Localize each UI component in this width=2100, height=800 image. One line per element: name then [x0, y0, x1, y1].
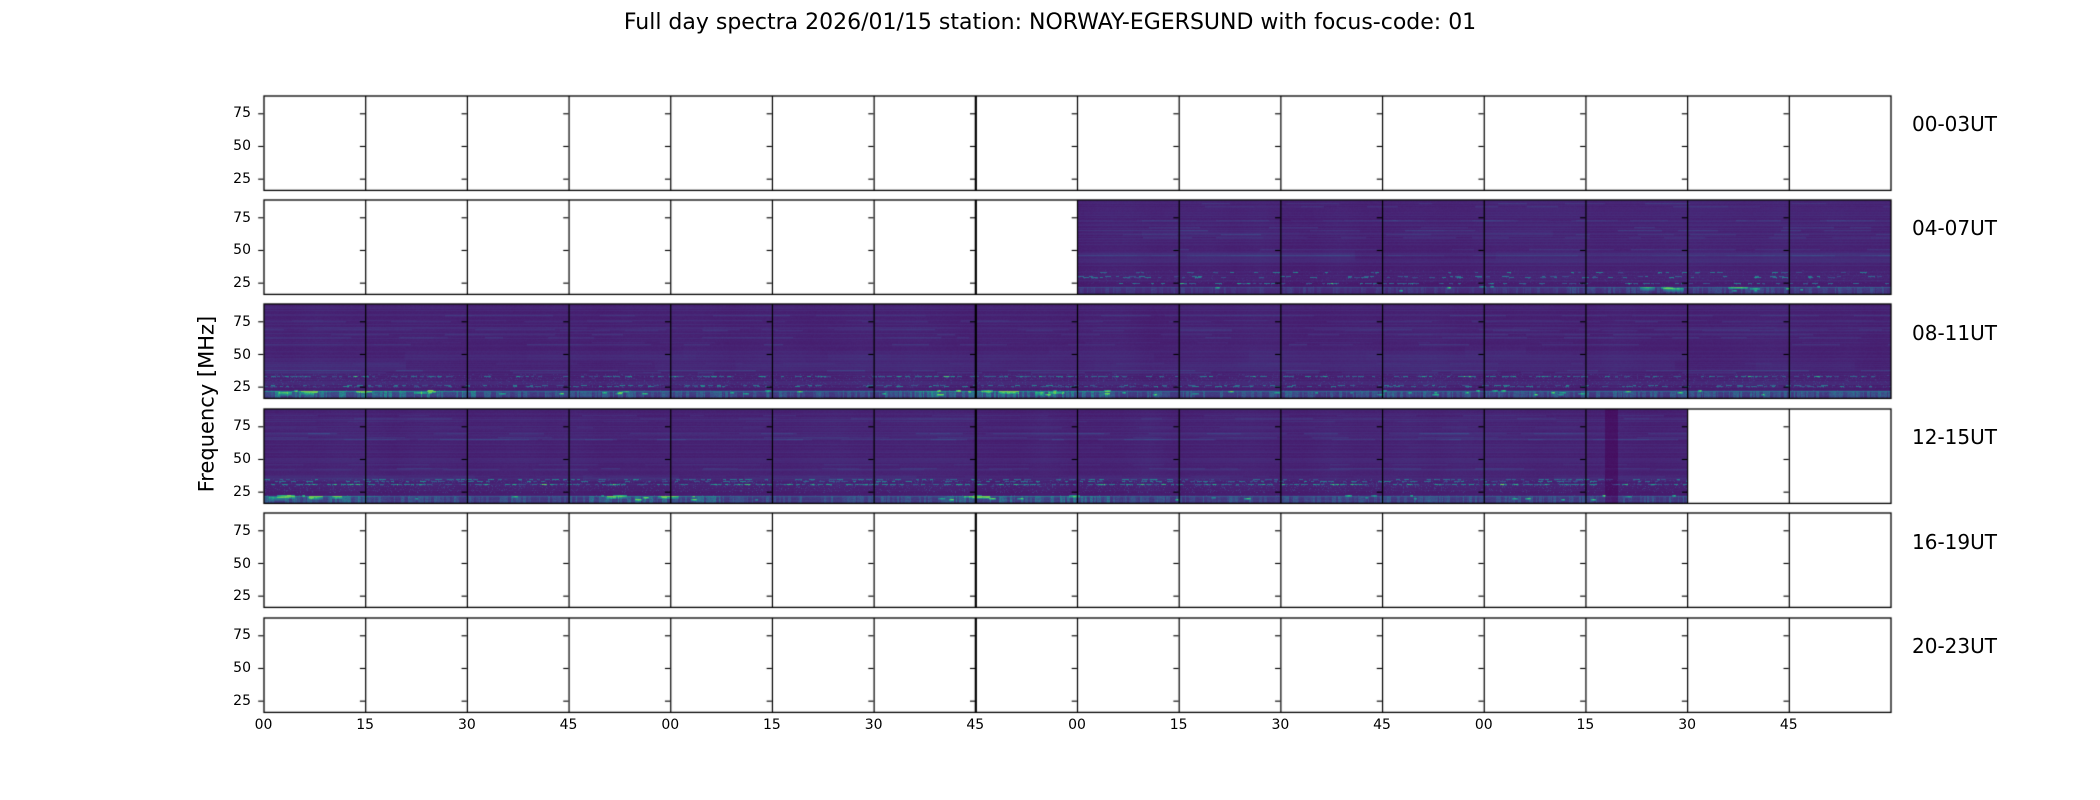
x-tick-label: 30 [457, 717, 476, 733]
row-label-20-23UT: 20-23UT [1912, 634, 1997, 658]
row-label-04-07UT: 04-07UT [1912, 216, 1997, 241]
y-tick-label: 75 [233, 627, 251, 644]
y-tick-label: 75 [233, 105, 251, 122]
y-tick-label: 75 [233, 522, 251, 539]
x-tick-label: 15 [356, 717, 375, 733]
spectrogram-row-04-07UT [251, 197, 1897, 297]
y-tick-label: 25 [233, 483, 251, 500]
x-tick-label: 15 [763, 717, 781, 733]
y-tick-label: 75 [233, 418, 251, 435]
spectrogram-row-00-03UT [251, 93, 1897, 193]
spectrogram-row-16-19UT [251, 511, 1897, 611]
x-tick-label: 45 [966, 717, 985, 733]
chart-title: Full day spectra 2026/01/15 station: NOR… [623, 10, 1477, 35]
x-tick-label: 00 [661, 717, 680, 733]
y-tick-label: 75 [233, 209, 251, 226]
x-tick-label: 00 [254, 717, 273, 733]
x-tick-label: 45 [1779, 717, 1798, 733]
row-label-16-19UT: 16-19UT [1912, 529, 1997, 554]
x-tick-label: 00 [1068, 717, 1086, 733]
x-tick-label: 15 [1576, 717, 1595, 733]
y-tick-label: 25 [233, 588, 251, 605]
y-tick-label: 25 [233, 379, 251, 396]
x-tick-label: 00 [1474, 717, 1493, 733]
y-tick-label: 25 [233, 275, 251, 292]
y-tick-label: 25 [233, 692, 251, 709]
row-label-08-11UT: 08-11UT [1912, 320, 1997, 345]
x-tick-label: 30 [1678, 717, 1697, 733]
y-tick-label: 75 [233, 314, 251, 331]
y-tick-label: 50 [233, 137, 251, 154]
y-tick-label: 50 [233, 659, 251, 676]
row-label-12-15UT: 12-15UT [1912, 425, 1997, 450]
y-tick-label: 50 [233, 346, 251, 363]
x-tick-label: 30 [1271, 717, 1290, 733]
x-tick-label: 45 [559, 717, 578, 733]
x-tick-label: 15 [1169, 717, 1188, 733]
x-tick-label: 30 [864, 717, 883, 733]
y-tick-label: 50 [233, 555, 251, 572]
spectrogram-row-20-23UT [251, 615, 1897, 715]
y-tick-label: 50 [233, 242, 251, 259]
y-tick-label: 50 [233, 451, 251, 468]
spectrogram-row-08-11UT [251, 302, 1897, 402]
spectrogram-row-12-15UT [251, 406, 1897, 506]
y-tick-label: 25 [233, 170, 251, 187]
x-tick-label: 45 [1373, 717, 1391, 733]
row-label-00-03UT: 00-03UT [1912, 112, 1997, 136]
